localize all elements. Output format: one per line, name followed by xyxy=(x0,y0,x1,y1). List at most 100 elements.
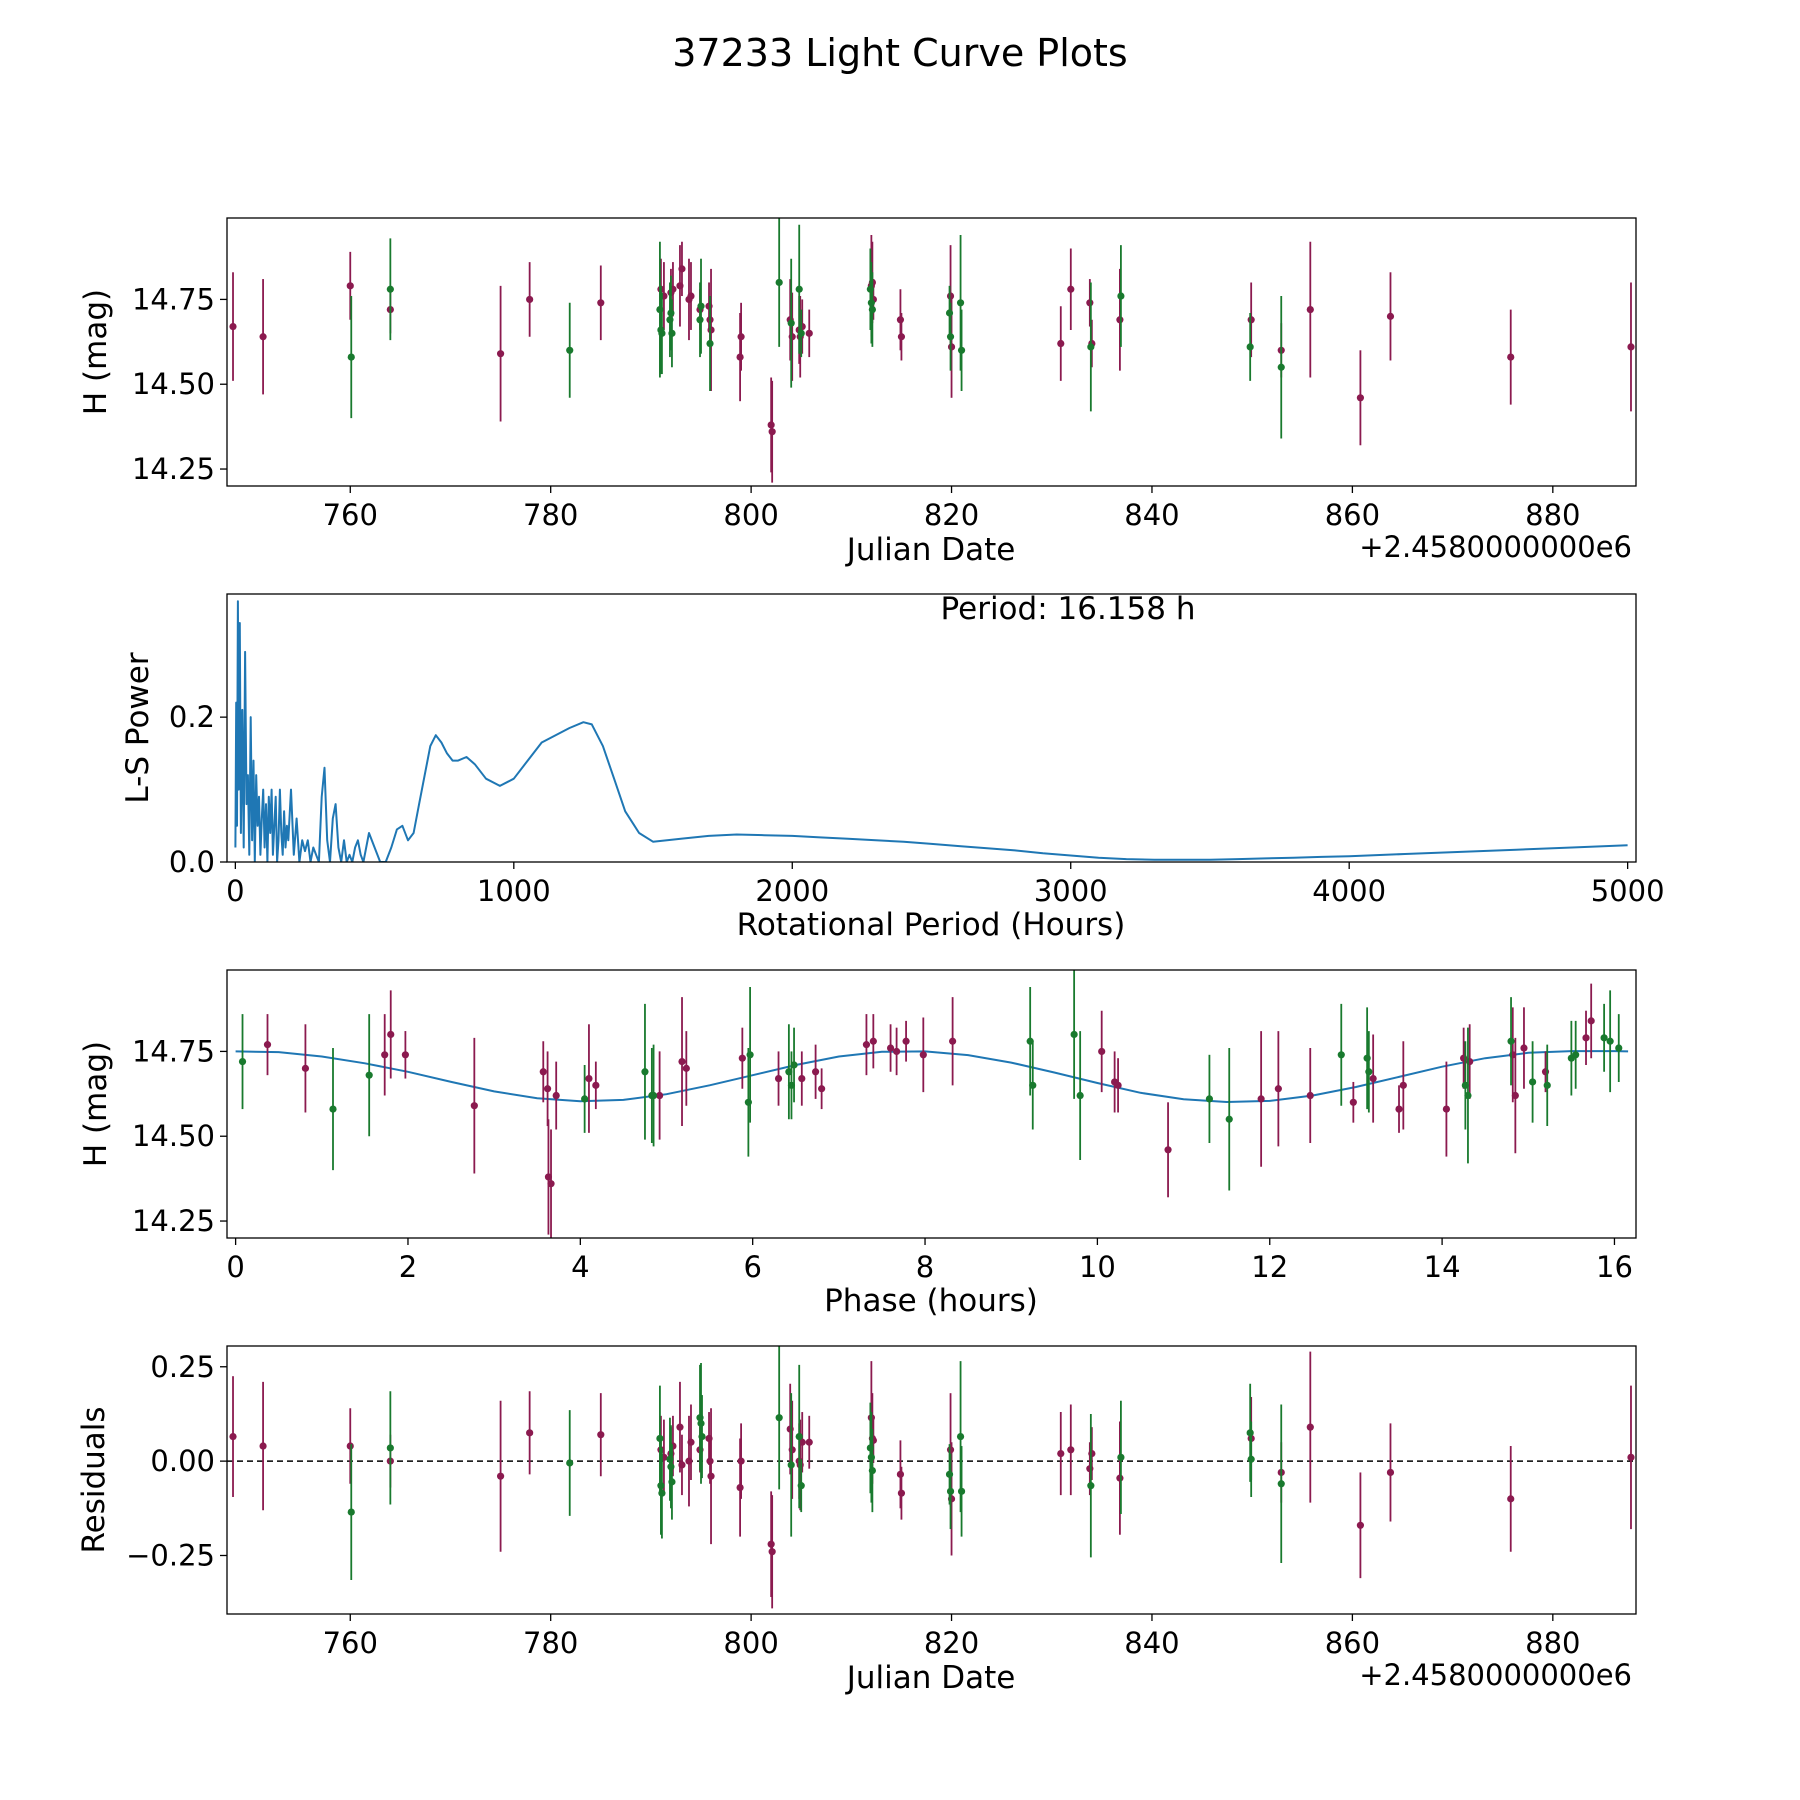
data-point xyxy=(798,1438,806,1446)
data-point xyxy=(666,316,674,324)
data-point xyxy=(866,1444,874,1452)
data-point xyxy=(957,346,966,354)
phase-folded-xlabel: Phase (hours) xyxy=(824,1283,1038,1319)
data-point xyxy=(1277,1480,1285,1488)
data-point xyxy=(768,1548,776,1556)
data-point xyxy=(1116,1474,1124,1482)
data-point xyxy=(902,1037,910,1045)
data-point xyxy=(698,1432,706,1441)
data-point xyxy=(768,428,776,436)
data-point xyxy=(786,1425,794,1433)
periodogram-axes xyxy=(226,593,1637,863)
data-point xyxy=(1337,1051,1345,1059)
data-point xyxy=(1247,1455,1255,1463)
data-point xyxy=(641,1068,649,1076)
x-tick-label: 820 xyxy=(924,1626,979,1660)
figure-title: 37233 Light Curve Plots xyxy=(672,31,1127,75)
data-point xyxy=(386,1444,394,1452)
data-point xyxy=(381,1051,389,1059)
data-point xyxy=(706,339,714,348)
data-point xyxy=(666,1455,674,1463)
data-point xyxy=(946,292,955,300)
data-point xyxy=(552,1091,560,1100)
y-tick-label: 14.75 xyxy=(132,282,215,316)
residuals-ylabel: Residuals xyxy=(76,1406,112,1553)
data-point xyxy=(544,1173,553,1181)
residuals-panel: 760 780 800 820 840 860 880 −0.25 0.00 0.25 Julia… xyxy=(76,1345,1637,1696)
data-point xyxy=(1363,1054,1371,1062)
data-point xyxy=(1464,1091,1472,1100)
data-point xyxy=(705,302,713,310)
data-point xyxy=(956,299,965,307)
y-tick-label: 0.00 xyxy=(150,1444,215,1478)
data-point xyxy=(1164,1146,1172,1154)
light-curve-marks xyxy=(229,218,1635,483)
x-tick-label: 16 xyxy=(1596,1250,1633,1284)
x-tick-label: 780 xyxy=(523,498,578,532)
data-point xyxy=(805,329,813,337)
data-point xyxy=(798,1074,806,1083)
data-point xyxy=(1507,1495,1515,1503)
data-point xyxy=(597,1431,605,1439)
data-point xyxy=(774,1074,783,1083)
data-point xyxy=(346,282,354,290)
data-point xyxy=(949,1037,957,1045)
data-point xyxy=(387,1030,395,1039)
data-point xyxy=(797,329,805,337)
data-point xyxy=(1067,285,1075,293)
data-point xyxy=(896,1470,905,1478)
data-point xyxy=(697,302,705,310)
light-curve-axes xyxy=(226,217,1637,487)
data-point xyxy=(676,282,684,290)
data-point xyxy=(744,1098,752,1106)
phase-folded-panel: 0 2 4 6 8 10 12 14 16 14.25 14.50 14.75 Phase (hour… xyxy=(78,969,1637,1319)
data-point xyxy=(229,1432,237,1441)
data-point xyxy=(668,329,676,337)
data-point xyxy=(1395,1105,1403,1113)
data-point xyxy=(687,292,695,300)
data-point xyxy=(738,1054,746,1062)
data-point xyxy=(1606,1037,1614,1045)
data-point xyxy=(1116,316,1124,324)
data-point xyxy=(347,1508,355,1516)
x-tick-label: 3000 xyxy=(1034,874,1108,908)
data-point xyxy=(787,1461,795,1469)
data-point xyxy=(737,1457,745,1465)
data-point xyxy=(1117,1453,1125,1461)
residuals-axes xyxy=(226,1345,1637,1615)
periodogram-panel: 0 1000 2000 3000 4000 5000 0.0 0.2 Period: 16.1… xyxy=(120,591,1665,943)
data-point xyxy=(365,1071,373,1079)
data-point xyxy=(1087,1482,1095,1490)
x-tick-label: 840 xyxy=(1124,498,1179,532)
data-point xyxy=(229,322,237,331)
data-point xyxy=(892,1047,901,1056)
data-point xyxy=(1086,1465,1094,1473)
y-tick-label: 0.0 xyxy=(169,845,215,879)
x-tick-label: 4 xyxy=(571,1250,589,1284)
data-point xyxy=(1070,1030,1078,1039)
data-point xyxy=(1587,1017,1595,1025)
data-point xyxy=(1369,1074,1377,1083)
light-curve-xlabel: Julian Date xyxy=(845,532,1016,568)
data-point xyxy=(805,1438,813,1446)
phase-folded-axes xyxy=(226,969,1637,1239)
x-tick-label: 0 xyxy=(226,1250,244,1284)
data-point xyxy=(685,1457,693,1465)
data-point xyxy=(301,1064,310,1072)
data-point xyxy=(657,1482,665,1490)
data-point xyxy=(1572,1051,1580,1059)
data-point xyxy=(259,1442,267,1450)
x-tick-label: 12 xyxy=(1251,1250,1288,1284)
x-tick-label: 860 xyxy=(1325,498,1380,532)
data-point xyxy=(658,1489,666,1497)
phase-folded-ylabel: H (mag) xyxy=(78,1041,114,1167)
y-tick-label: 0.25 xyxy=(150,1350,215,1384)
data-point xyxy=(945,309,954,317)
data-point xyxy=(1067,1446,1075,1454)
data-point xyxy=(346,1442,354,1450)
data-point xyxy=(526,295,534,304)
data-point xyxy=(775,278,783,287)
y-tick-label: 0.2 xyxy=(169,700,215,734)
data-point xyxy=(705,1434,713,1443)
